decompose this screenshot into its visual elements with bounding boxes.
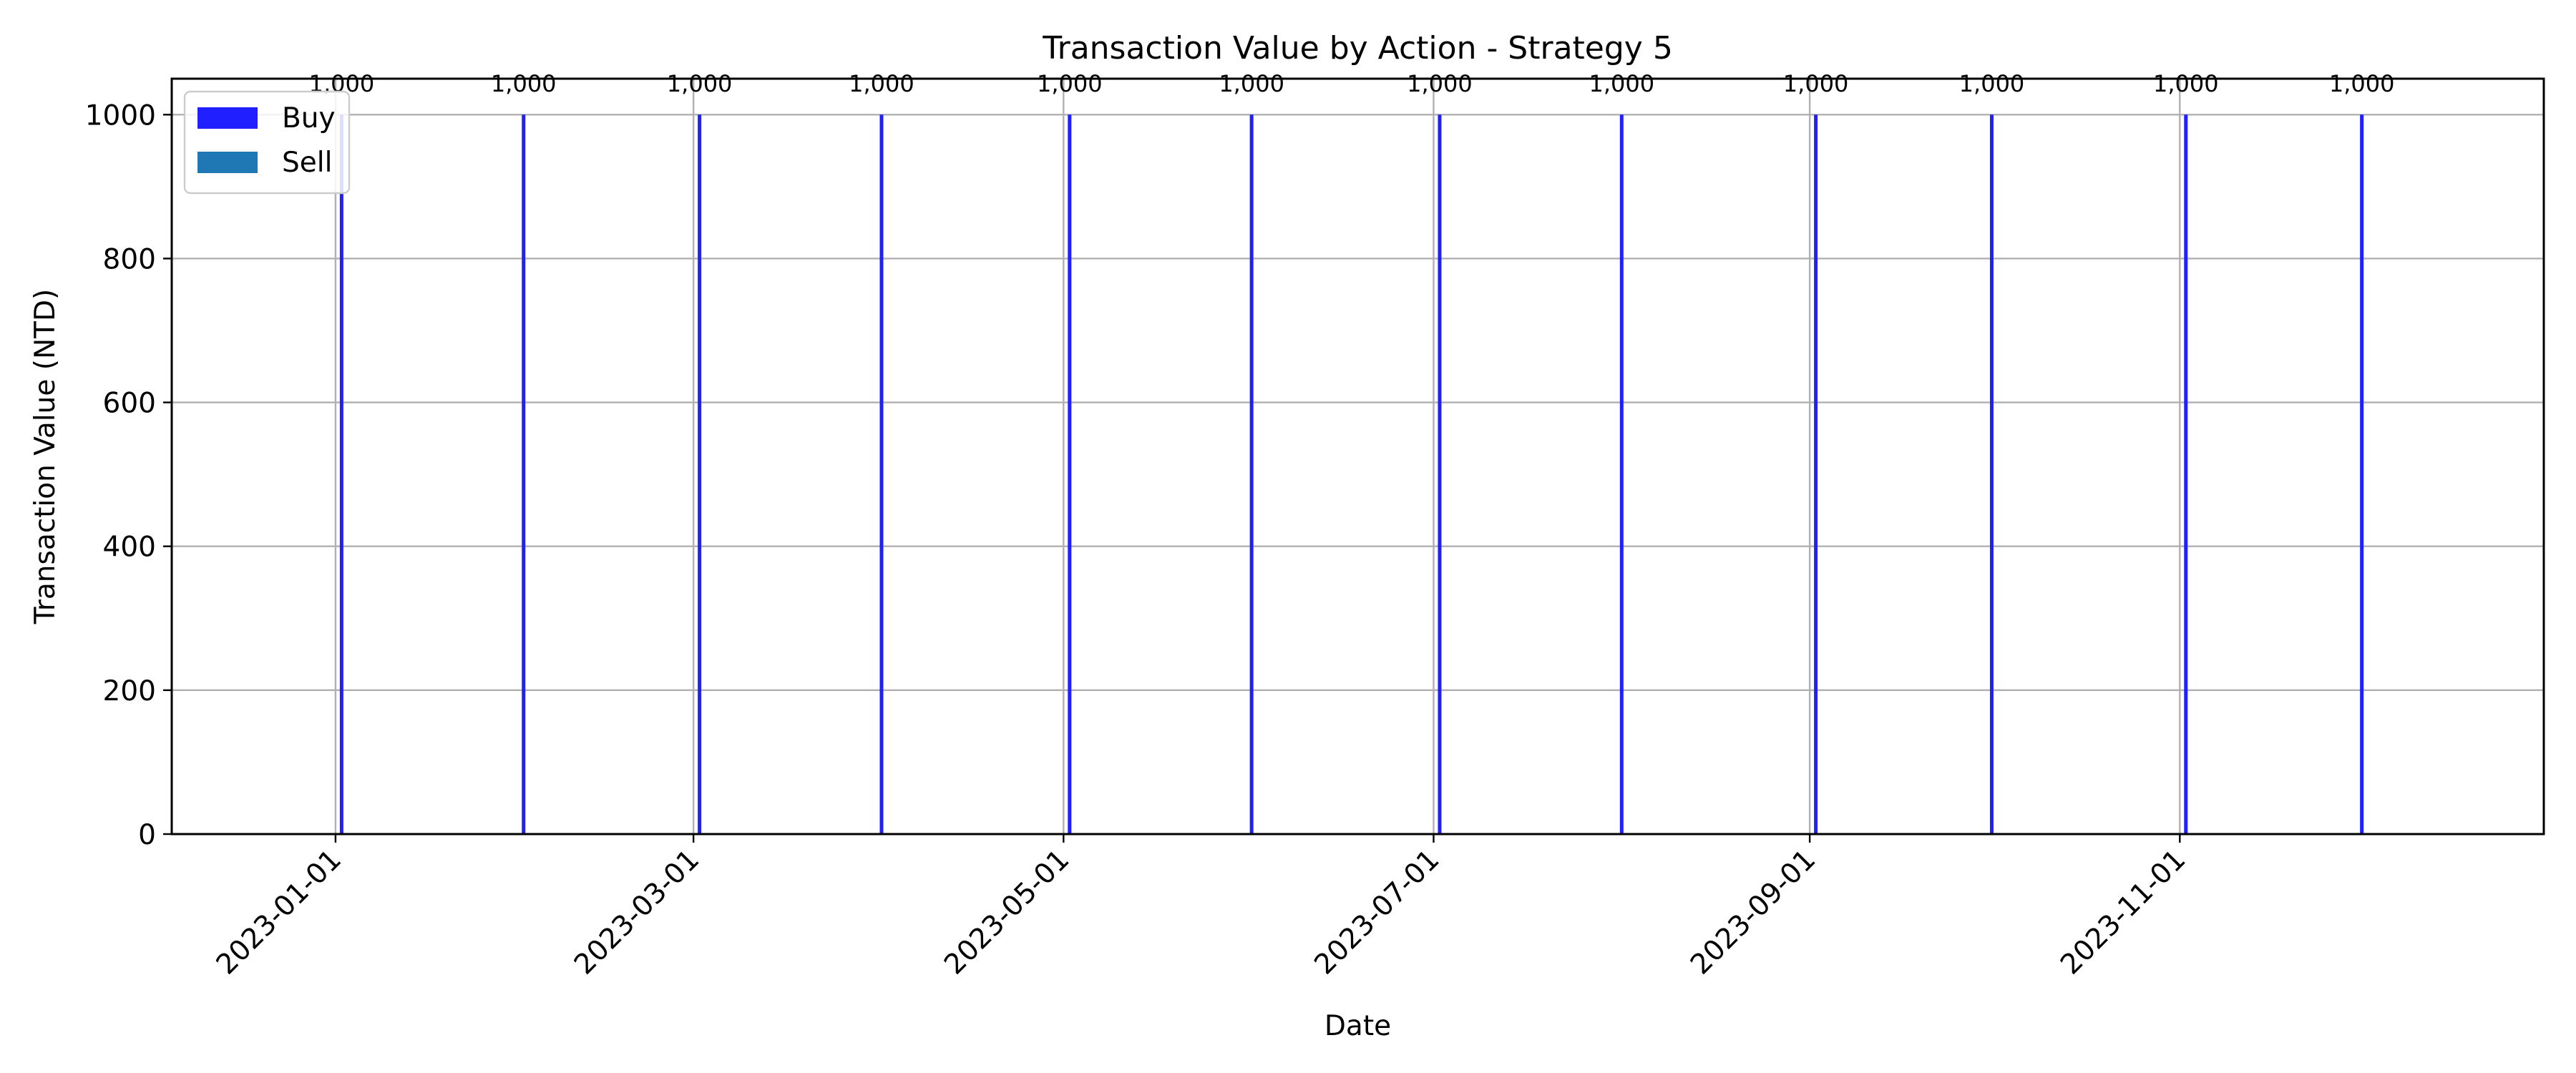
grid-layer [172, 79, 2544, 836]
x-tick-label: 2023-03-01 [568, 843, 706, 981]
bar-value-label: 1,000 [1783, 70, 1849, 97]
bar-buy [1814, 114, 1818, 835]
x-tick-label: 2023-11-01 [2054, 843, 2192, 981]
bar-buy [1438, 114, 1442, 835]
bar-buy [522, 114, 526, 835]
plot-frame [170, 77, 2545, 836]
x-tick-label: 2023-01-01 [210, 843, 348, 981]
y-tick-label: 1000 [85, 99, 156, 132]
bar-value-label: 1,000 [1959, 70, 2025, 97]
tick-layer: 0 200 400 600 800 1000 2023-01-01 2023-03-01 202… [85, 99, 2192, 981]
bar-value-label: 1,000 [2153, 70, 2219, 97]
y-tick-label: 200 [103, 675, 156, 707]
x-axis-label: Date [1324, 1010, 1391, 1042]
legend: Buy Sell [183, 90, 351, 195]
bar-value-label: 1,000 [491, 70, 557, 97]
bar-buy [1619, 114, 1624, 835]
legend-swatch-buy [197, 107, 258, 129]
y-tick-label: 400 [103, 531, 156, 564]
bar-layer [339, 114, 2364, 835]
y-axis-label: Transaction Value (NTD) [29, 289, 62, 624]
bar-value-label: 1,000 [1219, 70, 1284, 97]
bar-value-label: 1,000 [1589, 70, 1654, 97]
legend-swatch-sell [197, 152, 258, 173]
bar-buy [698, 114, 702, 835]
bar-value-label: 1,000 [2329, 70, 2395, 97]
bar-value-label: 1,000 [849, 70, 914, 97]
x-tick-label: 2023-05-01 [938, 843, 1075, 981]
bar-value-label: 1,000 [1407, 70, 1473, 97]
chart-title: Transaction Value by Action - Strategy 5 [1042, 30, 1673, 67]
bar-buy [1068, 114, 1072, 835]
y-tick-label: 800 [103, 243, 156, 275]
bar-buy [2184, 114, 2188, 835]
legend-label-buy: Buy [282, 102, 336, 134]
bar-buy [339, 114, 343, 835]
legend-label-sell: Sell [282, 147, 332, 179]
x-tick-label: 2023-07-01 [1308, 843, 1445, 981]
bar-buy [879, 114, 884, 835]
x-tick-label: 2023-09-01 [1684, 843, 1822, 981]
bar-buy [1989, 114, 1994, 835]
data-label-layer: 1,000 1,000 1,000 1,000 1,000 1,000 1,000 1,000… [309, 70, 2395, 97]
y-tick-label: 0 [138, 819, 156, 851]
bar-buy [1249, 114, 1254, 835]
y-tick-label: 600 [103, 388, 156, 420]
bar-value-label: 1,000 [1037, 70, 1103, 97]
bar-value-label: 1,000 [667, 70, 733, 97]
bar-buy [2360, 114, 2364, 835]
